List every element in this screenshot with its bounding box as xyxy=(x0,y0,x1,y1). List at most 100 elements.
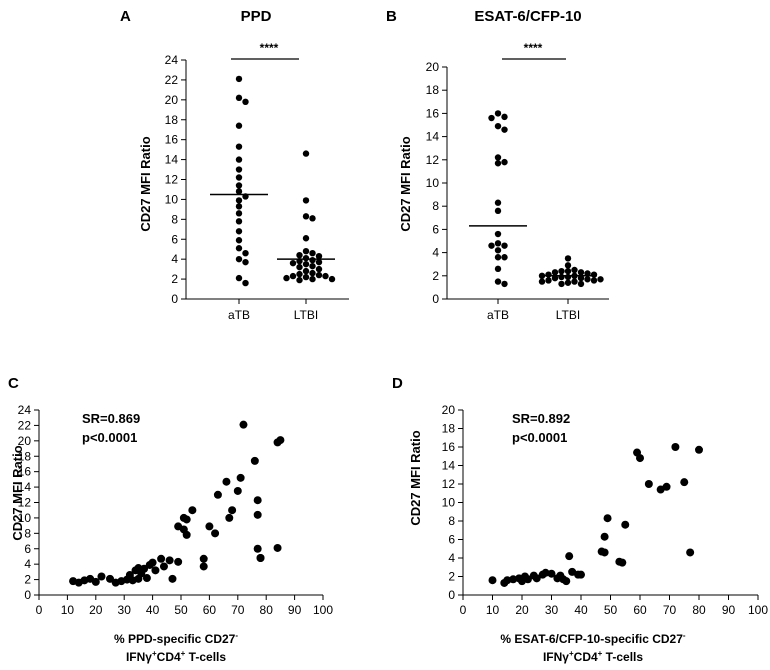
panel-a-point-atb xyxy=(235,188,243,195)
panel-c-point xyxy=(256,554,265,562)
panel-c-x-tick-label: 10 xyxy=(61,603,75,617)
panel-d-point xyxy=(523,575,532,584)
panel-c-y-axis-label: CD27 MFI Ratio xyxy=(10,445,25,540)
panel-a-point-ltbi xyxy=(302,260,310,268)
panel-b-point-ltbi xyxy=(558,280,565,288)
panel-c-point xyxy=(148,558,157,567)
panel-d-point xyxy=(671,443,680,451)
panel-b-point-ltbi xyxy=(590,271,598,278)
panel-b-point-ltbi xyxy=(564,255,572,262)
panel-b-letter: B xyxy=(386,8,397,25)
panel-c-x-tick-label: 40 xyxy=(146,603,160,617)
panel-b-y-tick-label: 18 xyxy=(426,83,440,97)
panel-a-point-ltbi xyxy=(296,270,303,278)
panel-c-p-value: p<0.0001 xyxy=(82,430,137,445)
panel-b-point-ltbi xyxy=(545,271,552,278)
panel-a-point-ltbi xyxy=(315,271,323,279)
panel-c-y-tick-label: 6 xyxy=(24,542,31,556)
panel-a-point-atb xyxy=(235,182,243,189)
panel-a-point-ltbi xyxy=(302,213,310,220)
panel-b-point-atb xyxy=(494,207,502,215)
panel-c-point xyxy=(199,554,208,563)
panel-b-point-atb xyxy=(494,265,502,273)
panel-b-y-tick-label: 16 xyxy=(426,106,440,120)
panel-c-x-tick-label: 70 xyxy=(231,603,245,617)
panel-a-point-ltbi xyxy=(302,273,310,281)
panel-b-y-tick-label: 12 xyxy=(426,153,440,167)
panel-a-point-ltbi xyxy=(289,259,297,267)
panel-d-point xyxy=(603,514,612,523)
panel-d-point xyxy=(695,445,703,454)
panel-b-y-tick-label: 20 xyxy=(426,60,440,74)
panel-b-point-ltbi xyxy=(564,273,572,281)
panel-a-y-tick-label: 6 xyxy=(171,232,178,246)
panel-c-x-tick-label: 20 xyxy=(89,603,103,617)
panel-b-point-atb xyxy=(494,230,502,238)
panel-d-point xyxy=(562,577,571,586)
panel-c-x-tick-label: 0 xyxy=(36,603,43,617)
panel-a-x-tick-label: LTBI xyxy=(294,308,318,322)
panel-b-point-atb xyxy=(488,242,495,249)
panel-d-point xyxy=(636,454,644,463)
panel-c-point xyxy=(205,522,214,531)
panel-b-point-ltbi xyxy=(545,277,552,284)
panel-a-y-tick-label: 0 xyxy=(171,292,178,306)
panel-a-point-atb xyxy=(235,122,243,129)
panel-a-y-tick-label: 18 xyxy=(165,113,179,127)
panel-a-point-ltbi xyxy=(309,215,316,222)
panel-a-point-ltbi xyxy=(302,254,310,262)
panel-a-point-ltbi xyxy=(315,258,323,266)
panel-a-point-ltbi xyxy=(309,256,316,264)
panel-d-letter: D xyxy=(392,375,403,392)
panel-a-point-atb xyxy=(235,174,243,181)
panel-c-point xyxy=(199,562,208,571)
panel-b-point-atb xyxy=(501,254,508,261)
panel-c-point xyxy=(159,562,168,571)
panel-c-y-tick-label: 16 xyxy=(18,465,32,479)
panel-c-y-tick-label: 24 xyxy=(18,403,32,417)
panel-a-point-ltbi xyxy=(302,248,310,255)
panel-b-point-atb xyxy=(494,247,502,254)
panel-d-x-tick-label: 60 xyxy=(633,603,647,617)
panel-a-point-ltbi xyxy=(296,276,303,284)
panel-b-point-ltbi xyxy=(558,267,565,275)
panel-c-point xyxy=(236,473,245,482)
panel-d-point xyxy=(547,569,556,578)
panel-c-point xyxy=(182,515,191,524)
panel-a-point-atb xyxy=(235,274,243,282)
panel-d-y-tick-label: 0 xyxy=(448,588,455,602)
panel-c-letter: C xyxy=(8,375,19,392)
panel-b-y-tick-label: 10 xyxy=(426,176,440,190)
panel-b-point-atb xyxy=(494,254,502,261)
panel-b-point-ltbi xyxy=(564,267,572,275)
panel-a-y-tick-label: 2 xyxy=(171,272,178,286)
panel-c-point xyxy=(250,456,259,465)
panel-b-point-atb xyxy=(501,280,508,288)
panel-a-point-atb xyxy=(235,237,243,244)
panel-a-letter: A xyxy=(120,8,131,25)
panel-b-point-ltbi xyxy=(538,278,546,285)
panel-a-point-ltbi xyxy=(315,252,323,260)
panel-d-y-tick-label: 12 xyxy=(442,477,456,491)
panel-d-y-tick-label: 18 xyxy=(442,422,456,436)
panel-b-y-tick-label: 6 xyxy=(432,222,439,236)
panel-a-point-ltbi xyxy=(283,274,290,282)
panel-d-x-tick-label: 20 xyxy=(515,603,529,617)
panel-b-point-ltbi xyxy=(577,269,585,276)
panel-c-point xyxy=(228,506,237,515)
panel-c-x-axis-label-line1: % PPD-specific CD27- xyxy=(114,631,238,646)
panel-b-x-tick-label: aTB xyxy=(487,308,509,322)
panel-a-title: PPD xyxy=(241,8,272,25)
panel-b-point-ltbi xyxy=(597,276,604,283)
panel-d-y-tick-label: 4 xyxy=(448,551,455,565)
panel-d-y-tick-label: 16 xyxy=(442,440,456,454)
panel-a-point-ltbi xyxy=(309,275,316,283)
panel-d-point xyxy=(532,574,541,583)
panel-d-x-tick-label: 0 xyxy=(460,603,467,617)
panel-c-point xyxy=(211,529,220,538)
panel-d-point xyxy=(600,548,609,557)
panel-d-x-tick-label: 90 xyxy=(722,603,736,617)
panel-b-point-atb xyxy=(501,113,508,121)
panel-d-point xyxy=(600,532,609,541)
panel-c-x-tick-label: 30 xyxy=(118,603,132,617)
